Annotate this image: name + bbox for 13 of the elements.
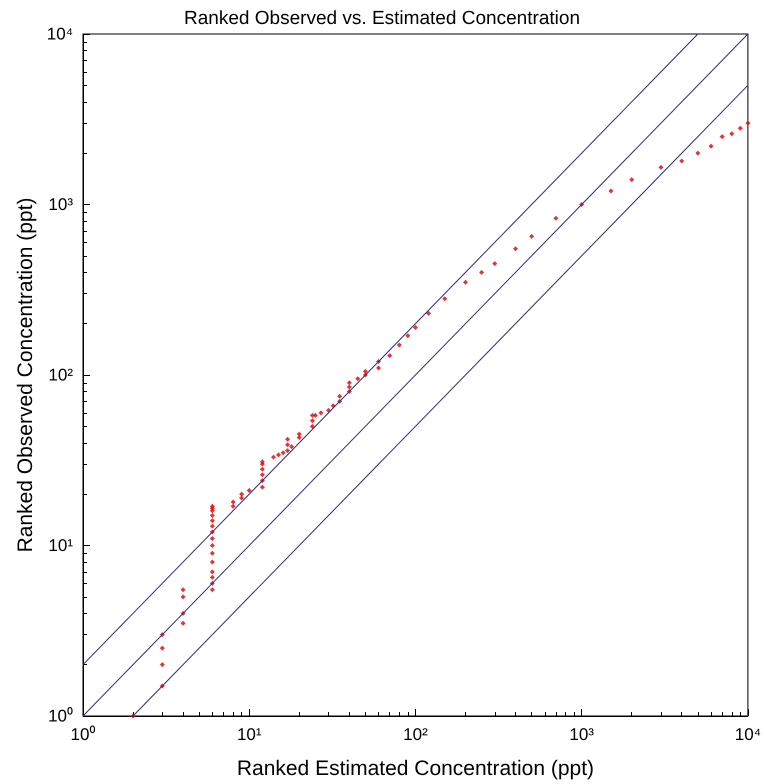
x-tick-label: 10⁴ [734,725,762,744]
x-axis-title: Ranked Estimated Concentration (ppt) [236,757,594,780]
x-tick-label: 10⁰ [70,725,96,744]
y-tick-label: 10¹ [48,536,74,555]
y-tick-label: 10⁰ [48,706,73,726]
x-tick-label: 10² [403,725,428,744]
y-tick-label: 10⁴ [46,24,73,44]
y-axis-title: Ranked Observed Concentration (ppt) [14,198,37,552]
y-tick-label: 10³ [48,195,74,214]
chart-title: Ranked Observed vs. Estimated Concentration [184,8,580,29]
x-tick-label: 10¹ [236,725,262,744]
x-tick-label: 10³ [569,725,594,744]
y-tick-label: 10² [48,366,74,384]
